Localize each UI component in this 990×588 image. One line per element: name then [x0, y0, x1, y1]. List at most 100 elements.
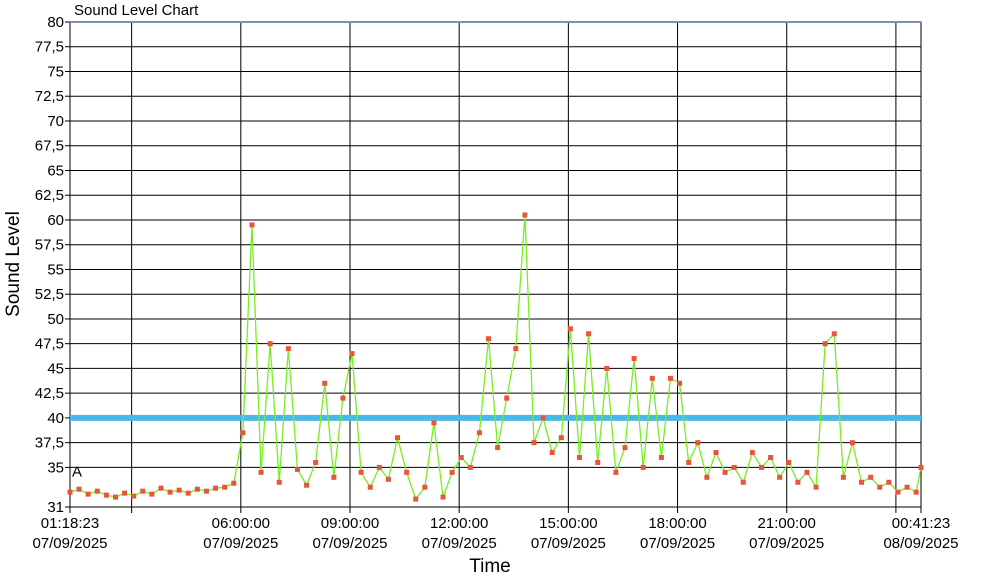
data-point [913, 489, 919, 495]
x-tick-label: 07/09/2025 [749, 535, 824, 552]
data-point [413, 496, 419, 502]
data-point [313, 459, 319, 465]
data-point [322, 380, 328, 386]
data-point [495, 445, 501, 451]
data-point [294, 466, 300, 472]
x-axis-label: Time [469, 556, 511, 577]
x-tick-label: 07/09/2025 [422, 535, 497, 552]
y-tick-label: 67,5 [35, 138, 64, 155]
x-tick-label: 07/09/2025 [312, 535, 387, 552]
data-point [859, 479, 865, 485]
data-point [67, 489, 73, 495]
y-tick-label: 70 [47, 113, 64, 130]
data-point [94, 488, 100, 494]
y-tick-label: 45 [47, 360, 64, 377]
data-point [895, 489, 901, 495]
data-point [822, 341, 828, 347]
data-point [476, 430, 482, 436]
data-point [786, 459, 792, 465]
data-point [686, 459, 692, 465]
data-point [540, 415, 546, 421]
data-point [340, 395, 346, 401]
data-point [194, 486, 200, 492]
data-point [349, 351, 355, 357]
data-point [131, 493, 137, 499]
x-tick-label: 15:00:00 [539, 515, 597, 532]
y-tick-label: 72,5 [35, 88, 64, 105]
data-point [385, 476, 391, 482]
data-point [167, 489, 173, 495]
chart-title: Sound Level Chart [74, 2, 199, 19]
data-point [813, 484, 819, 490]
data-point [112, 494, 118, 500]
y-tick-label: 57,5 [35, 237, 64, 254]
y-tick-label: 37,5 [35, 435, 64, 452]
y-tick-label: 80 [47, 14, 64, 31]
data-point [549, 450, 555, 456]
y-tick-label: 42,5 [35, 385, 64, 402]
data-point [122, 490, 128, 496]
data-point [640, 464, 646, 470]
data-point [76, 486, 82, 492]
data-point [613, 469, 619, 475]
data-point [731, 464, 737, 470]
data-point [258, 469, 264, 475]
data-point [249, 222, 255, 228]
y-tick-label: 47,5 [35, 336, 64, 353]
data-point [595, 459, 601, 465]
data-point [149, 491, 155, 497]
data-point [649, 375, 655, 381]
data-point [376, 464, 382, 470]
data-point [276, 479, 282, 485]
data-point [622, 445, 628, 451]
data-point [918, 464, 924, 470]
data-point [231, 480, 237, 486]
y-tick-label: 35 [47, 459, 64, 476]
data-point [695, 440, 701, 446]
x-tick-label: 00:41:23 [892, 515, 950, 532]
data-point [331, 474, 337, 480]
data-point [849, 440, 855, 446]
y-tick-label: 52,5 [35, 286, 64, 303]
data-point [840, 474, 846, 480]
data-point [658, 455, 664, 461]
y-tick-label: 65 [47, 162, 64, 179]
data-point [567, 326, 573, 332]
data-point [667, 375, 673, 381]
x-tick-label: 06:00:00 [212, 515, 270, 532]
data-point [868, 474, 874, 480]
data-point [304, 482, 310, 488]
data-point [176, 487, 182, 493]
data-point [749, 450, 755, 456]
x-tick-label: 07/09/2025 [203, 535, 278, 552]
data-point [422, 484, 428, 490]
x-tick-label: 18:00:00 [648, 515, 706, 532]
data-point [440, 494, 446, 500]
data-point [704, 474, 710, 480]
data-point [358, 469, 364, 475]
data-point [449, 469, 455, 475]
y-tick-label: 62,5 [35, 187, 64, 204]
data-point [558, 435, 564, 441]
data-point [486, 336, 492, 342]
data-point [577, 455, 583, 461]
plot-area [69, 21, 922, 508]
x-tick-label: 01:18:23 [41, 515, 99, 532]
x-tick-label: 07/09/2025 [32, 535, 107, 552]
x-tick-label: 07/09/2025 [531, 535, 606, 552]
data-point [677, 380, 683, 386]
data-point [831, 331, 837, 337]
data-point [722, 469, 728, 475]
y-tick-label: 75 [47, 63, 64, 80]
data-point [877, 484, 883, 490]
data-point [367, 484, 373, 490]
x-tick-label: 09:00:00 [321, 515, 379, 532]
data-point [213, 485, 219, 491]
data-point [777, 474, 783, 480]
data-point [531, 440, 537, 446]
data-point [103, 492, 109, 498]
data-point [458, 455, 464, 461]
annotation: A [72, 463, 82, 480]
data-point [586, 331, 592, 337]
